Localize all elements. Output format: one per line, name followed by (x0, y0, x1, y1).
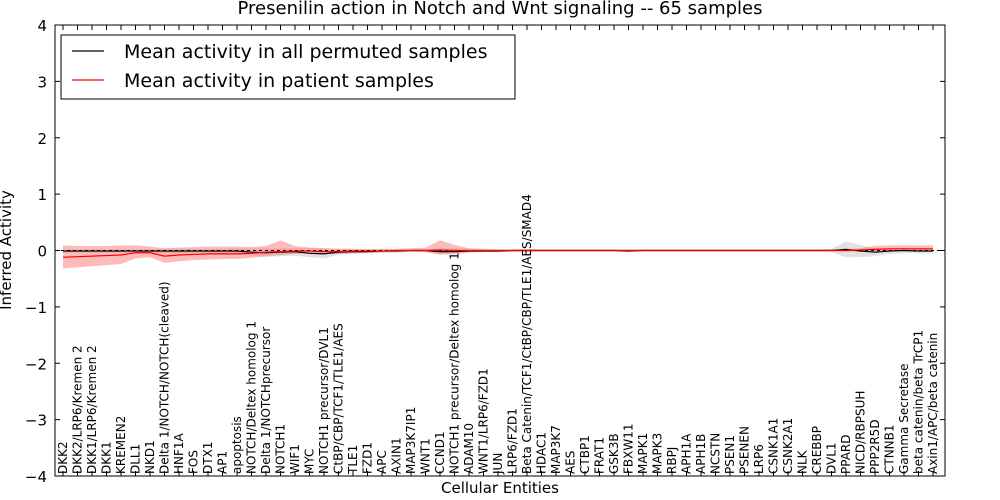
band-series-1 (63, 240, 933, 269)
x-tick-label: beta catenin/beta TrCP1 (912, 330, 926, 474)
x-tick-label: apoptosis (230, 416, 244, 474)
series-lines (62, 248, 933, 258)
x-tick-label: HDAC1 (535, 432, 549, 474)
x-tick-label: MAP3K7IP1 (404, 407, 418, 474)
x-tick-label: DLL1 (129, 444, 143, 474)
y-tick-label: 2 (37, 130, 47, 148)
legend-label-patient: Mean activity in patient samples (124, 70, 434, 92)
x-tick-label: NOTCH1 precursor/DVL1 (317, 327, 331, 474)
x-tick-label: PSENEN (738, 426, 752, 474)
x-tick-label: KREMEN2 (114, 416, 128, 474)
x-tick-label: WNT1/LRP6/FZD1 (477, 368, 491, 474)
x-tick-label: AP1 (216, 451, 230, 474)
x-tick-label: NOTCH1 (274, 424, 288, 474)
x-tick-label: APH1B (694, 434, 708, 474)
x-tick-label: Delta 1/NOTCH/NOTCH(cleaved) (158, 281, 172, 474)
x-tick-label: PPARD (839, 435, 853, 475)
x-tick-label: MAP3K7 (549, 425, 563, 474)
x-tick-label: LRP6/FZD1 (506, 408, 520, 474)
y-axis: −4 −3 −2 −1 0 1 2 3 4 (25, 17, 945, 486)
x-tick-label: PSEN1 (723, 435, 737, 474)
y-axis-label: Inferred Activity (0, 190, 15, 310)
legend: Mean activity in all permuted samples Me… (60, 34, 516, 100)
y-tick-label: −1 (25, 299, 47, 317)
x-tick-label: CREBBP (810, 426, 824, 474)
x-tick-label: NKD1 (143, 440, 157, 474)
x-tick-label: CTNNB1 (883, 424, 897, 474)
x-tick-label: MAPK3 (651, 433, 665, 474)
x-tick-label: NLK (796, 449, 810, 474)
y-tick-label: 1 (37, 186, 47, 204)
x-tick-label: DKK2 (56, 441, 70, 474)
x-tick-label: RBPJ (665, 447, 679, 474)
x-tick-label: CSNK2A1 (781, 418, 795, 474)
y-tick-label: −4 (25, 468, 47, 486)
y-tick-label: 0 (37, 243, 47, 261)
x-tick-label: NICD/RBPSUH (854, 391, 868, 474)
x-tick-label: DKK1 (100, 441, 114, 474)
x-tick-label: DKK2/LRP6/Kremen 2 (71, 345, 85, 474)
x-tick-label: LRP6 (752, 444, 766, 474)
y-tick-label: −2 (25, 355, 47, 373)
x-tick-label: FBXW11 (622, 424, 636, 475)
x-tick-label: Beta Catenin/TCF1/CtBP/CBP/TLE1/AES/SMAD… (520, 194, 534, 474)
x-tick-label: FRAT1 (593, 437, 607, 474)
y-tick-label: 3 (37, 73, 47, 91)
x-tick-label: MAPK1 (636, 433, 650, 474)
chart-title: Presenilin action in Notch and Wnt signa… (238, 0, 763, 19)
x-tick-label: CCND1 (433, 431, 447, 474)
x-tick-label: AXIN1 (390, 437, 404, 474)
x-axis: DKK2 DKK2/LRP6/Kremen 2 DKK1/LRP6/Kremen 2… (56, 25, 940, 476)
x-tick-label: HNF1A (172, 432, 186, 474)
line-series-1 (62, 248, 933, 258)
x-tick-label: DTX1 (201, 442, 215, 474)
x-tick-label: NCSTN (709, 433, 723, 474)
x-tick-label: CtBP/CBP/TCF1/TLE1/AES (332, 323, 346, 474)
x-tick-label: Delta 1/NOTCHprecursor (259, 327, 273, 474)
x-tick-label: TLE1 (346, 445, 360, 475)
x-tick-label: AES (564, 451, 578, 474)
x-tick-label: PPP2R5D (868, 419, 882, 474)
x-tick-label: NOTCH1 precursor/Deltex homolog 1 (448, 252, 462, 474)
x-tick-label: JUN (491, 453, 505, 475)
legend-label-permuted: Mean activity in all permuted samples (124, 41, 487, 63)
x-tick-label: GSK3B (607, 433, 621, 474)
x-tick-label: NOTCH/Deltex homolog 1 (245, 321, 259, 474)
x-axis-label: Cellular Entities (441, 479, 559, 497)
y-tick-label: −3 (25, 412, 47, 430)
y-tick-label: 4 (37, 17, 47, 35)
x-tick-label: DVL1 (825, 442, 839, 474)
x-tick-label: FZD1 (361, 442, 375, 474)
x-tick-label: CSNK1A1 (767, 418, 781, 474)
legend-box (60, 34, 516, 100)
x-tick-label: Axin1/APC/beta catenin (926, 333, 940, 474)
x-tick-label: APH1A (680, 433, 694, 474)
x-tick-label: WNT1 (419, 438, 433, 474)
x-tick-label: DKK1/LRP6/Kremen 2 (85, 345, 99, 474)
x-tick-label: CTBP1 (578, 435, 592, 474)
x-tick-label: ADAM10 (462, 423, 476, 474)
x-tick-label: WIF1 (288, 444, 302, 474)
x-tick-label: Gamma Secretase (897, 363, 911, 474)
x-tick-label: MYC (303, 449, 317, 474)
x-tick-label: APC (375, 450, 389, 474)
x-tick-label: FOS (187, 450, 201, 474)
